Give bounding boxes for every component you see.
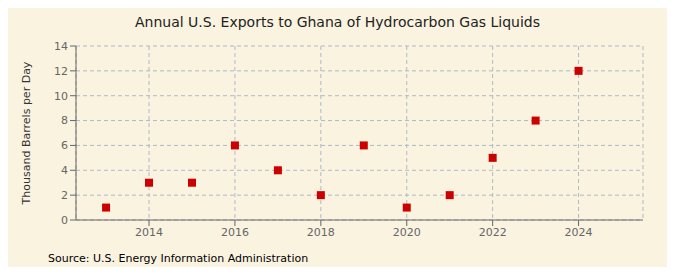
svg-text:2024: 2024 (565, 226, 593, 239)
svg-text:8: 8 (61, 114, 68, 127)
svg-text:2018: 2018 (307, 226, 335, 239)
svg-text:0: 0 (61, 214, 68, 227)
svg-text:2014: 2014 (135, 226, 163, 239)
svg-text:14: 14 (54, 40, 68, 53)
svg-text:12: 12 (54, 65, 68, 78)
svg-text:4: 4 (61, 164, 68, 177)
html-text:Annual U.S. Exports to Ghana o: Annual U.S. Exports to Ghana of Hydrocar… (135, 14, 540, 30)
svg-text:2016: 2016 (221, 226, 249, 239)
html-text:Source: U.S. Energy Informatio: Source: U.S. Energy Information Administ… (48, 252, 309, 265)
svg-text:2: 2 (61, 189, 68, 202)
svg-text:2020: 2020 (393, 226, 421, 239)
svg-text:10: 10 (54, 90, 68, 103)
svg-text:6: 6 (61, 139, 68, 152)
svg-text:2022: 2022 (479, 226, 507, 239)
svg-text:Thousand Barrels per Day: Thousand Barrels per Day (20, 61, 33, 205)
